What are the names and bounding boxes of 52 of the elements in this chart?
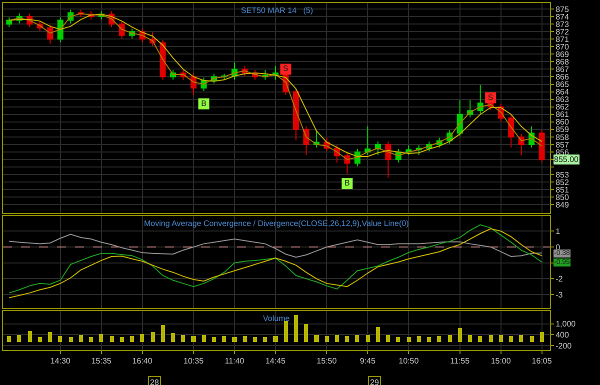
y-tick-label: 864 <box>556 88 570 97</box>
y-tick-label: 858 <box>556 132 570 142</box>
y-tick-label: 870 <box>556 42 570 52</box>
y-tick-label: 866 <box>556 72 570 82</box>
y-tick-label: 1 <box>556 226 561 236</box>
y-tick-label: 859 <box>556 125 570 134</box>
data-label: S <box>283 64 288 74</box>
data-label: S <box>488 92 494 102</box>
x-tick-label: 9:45 <box>360 356 376 366</box>
x-tick-label: 16:05 <box>532 356 552 366</box>
y-tick-label: 852 <box>556 178 570 187</box>
chart-title: SET50 MAR 14 (5) <box>241 6 314 15</box>
y-tick-label: 873 <box>556 20 570 29</box>
chart-title: Moving Average Convergence / Divergence(CLOSE,26,12,9),Value Line(0) <box>144 219 410 228</box>
data-label: B <box>344 178 350 188</box>
y-tick-label: 874 <box>556 12 570 22</box>
y-tick-label: 862 <box>556 102 570 112</box>
y-tick-label: -3 <box>556 290 564 300</box>
x-tick-label: 10:35 <box>184 356 204 366</box>
x-tick-label: 15:00 <box>490 356 512 366</box>
y-tick-label: 849 <box>556 200 570 210</box>
y-tick-label: -2 <box>556 274 564 284</box>
x-tick-label: 14:45 <box>265 356 286 366</box>
y-tick-label: 872 <box>556 27 570 36</box>
y-tick-label: 857 <box>556 140 570 150</box>
y-tick-label: 1,000 <box>556 320 576 329</box>
x-tick-label: 10:50 <box>398 356 420 366</box>
x-tick-label: 15:35 <box>91 356 112 366</box>
y-tick-label: 860 <box>556 118 570 127</box>
text: 855.00 <box>554 155 580 164</box>
y-tick-label: 865 <box>556 80 570 90</box>
data-label: B <box>201 98 206 108</box>
x-tick-label: 16:40 <box>132 356 153 366</box>
y-tick-label: 867 <box>556 65 570 74</box>
y-tick-label: 861 <box>556 110 570 120</box>
y-tick-label: 871 <box>556 34 570 44</box>
y-tick-label: 875 <box>556 4 570 14</box>
text: 28 <box>150 378 160 385</box>
y-tick-label: 400 <box>556 330 570 340</box>
x-tick-label: 11:55 <box>450 356 470 366</box>
y-tick-label: -200 <box>556 341 572 350</box>
chart-title: Volume <box>263 314 290 323</box>
y-tick-label: 869 <box>556 50 570 59</box>
x-tick-label: 14:30 <box>50 356 71 366</box>
y-tick-label: 850 <box>556 192 570 202</box>
y-tick-label: 853 <box>556 170 570 180</box>
y-tick-label: 868 <box>556 57 570 66</box>
y-tick-label: 863 <box>556 95 570 104</box>
x-tick-label: 11:40 <box>224 356 245 366</box>
text: 29 <box>370 378 380 385</box>
y-tick-label: 851 <box>556 185 570 194</box>
x-tick-label: 15:50 <box>316 356 338 366</box>
